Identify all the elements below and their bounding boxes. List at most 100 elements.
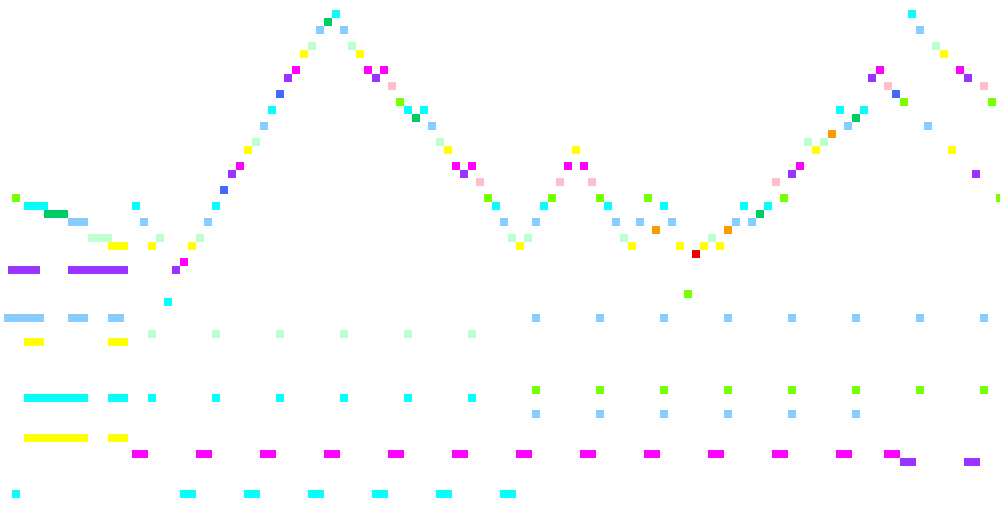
melody-pixel [172,266,180,274]
melody-pixel [196,234,204,242]
accompaniment-pixel [964,458,972,466]
accompaniment-pixel [596,314,604,322]
accompaniment-pixel [120,266,128,274]
melody-pixel [252,138,260,146]
melody-pixel [620,234,628,242]
melody-pixel [996,194,1000,202]
melody-pixel [924,122,932,130]
melody-pixel [580,162,588,170]
accompaniment-pixel [660,410,668,418]
accompaniment-pixel [580,450,588,458]
melody-pixel [260,122,268,130]
melody-pixel [476,178,484,186]
melody-pixel [892,90,900,98]
melody-pixel [508,234,516,242]
melody-pixel [916,26,924,34]
accompaniment-pixel [596,386,604,394]
melody-pixel [660,202,668,210]
melody-pixel [828,130,836,138]
accompaniment-pixel [316,490,324,498]
melody-pixel [948,146,956,154]
accompaniment-pixel [468,394,476,402]
melody-pixel [268,106,276,114]
melody-pixel [340,26,348,34]
accompaniment-pixel [28,314,36,322]
accompaniment-pixel [404,330,412,338]
melody-pixel [276,90,284,98]
accompaniment-pixel [48,394,56,402]
melody-pixel [516,242,524,250]
melody-pixel [756,210,764,218]
accompaniment-pixel [660,386,668,394]
accompaniment-pixel [908,458,916,466]
accompaniment-pixel [532,314,540,322]
melody-pixel [40,202,48,210]
melody-pixel [708,234,716,242]
melody-pixel [556,178,564,186]
accompaniment-pixel [36,338,44,346]
melody-pixel [356,50,364,58]
melody-pixel [644,194,652,202]
accompaniment-pixel [644,450,652,458]
melody-pixel [684,290,692,298]
accompaniment-pixel [108,394,116,402]
accompaniment-pixel [48,434,56,442]
accompaniment-pixel [388,450,396,458]
melody-pixel [804,138,812,146]
accompaniment-pixel [500,490,508,498]
melody-pixel [244,146,252,154]
accompaniment-pixel [260,450,268,458]
accompaniment-pixel [68,266,76,274]
accompaniment-pixel [12,314,20,322]
melody-pixel [972,170,980,178]
accompaniment-pixel [852,314,860,322]
accompaniment-pixel [324,450,332,458]
melody-pixel [468,162,476,170]
accompaniment-pixel [452,450,460,458]
melody-pixel [284,74,292,82]
melody-pixel [120,242,128,250]
melody-pixel [88,234,96,242]
melody-pixel [164,298,172,306]
melody-pixel [836,106,844,114]
accompaniment-pixel [80,434,88,442]
accompaniment-pixel [468,330,476,338]
accompaniment-pixel [652,450,660,458]
melody-pixel [24,202,32,210]
accompaniment-pixel [724,386,732,394]
accompaniment-pixel [788,410,796,418]
melody-pixel [692,250,700,258]
accompaniment-pixel [32,266,40,274]
melody-pixel [60,210,68,218]
accompaniment-pixel [108,314,116,322]
accompaniment-pixel [588,450,596,458]
melody-pixel [740,202,748,210]
melody-pixel [132,202,140,210]
accompaniment-pixel [72,394,80,402]
accompaniment-pixel [100,266,108,274]
melody-pixel [492,202,500,210]
accompaniment-pixel [80,314,88,322]
melody-pixel [436,138,444,146]
melody-pixel [676,242,684,250]
accompaniment-pixel [32,434,40,442]
melody-pixel [524,234,532,242]
melody-pixel [348,42,356,50]
accompaniment-pixel [244,490,252,498]
accompaniment-pixel [56,434,64,442]
melody-pixel [596,194,604,202]
accompaniment-pixel [92,266,100,274]
accompaniment-pixel [12,490,20,498]
accompaniment-pixel [508,490,516,498]
accompaniment-pixel [68,314,76,322]
accompaniment-pixel [916,314,924,322]
melody-pixel [308,42,316,50]
melody-pixel [332,10,340,18]
melody-pixel [748,218,756,226]
melody-pixel [104,234,112,242]
melody-pixel [32,202,40,210]
accompaniment-pixel [268,450,276,458]
melody-pixel [180,258,188,266]
melody-pixel [548,194,556,202]
melody-layer [12,10,1000,306]
